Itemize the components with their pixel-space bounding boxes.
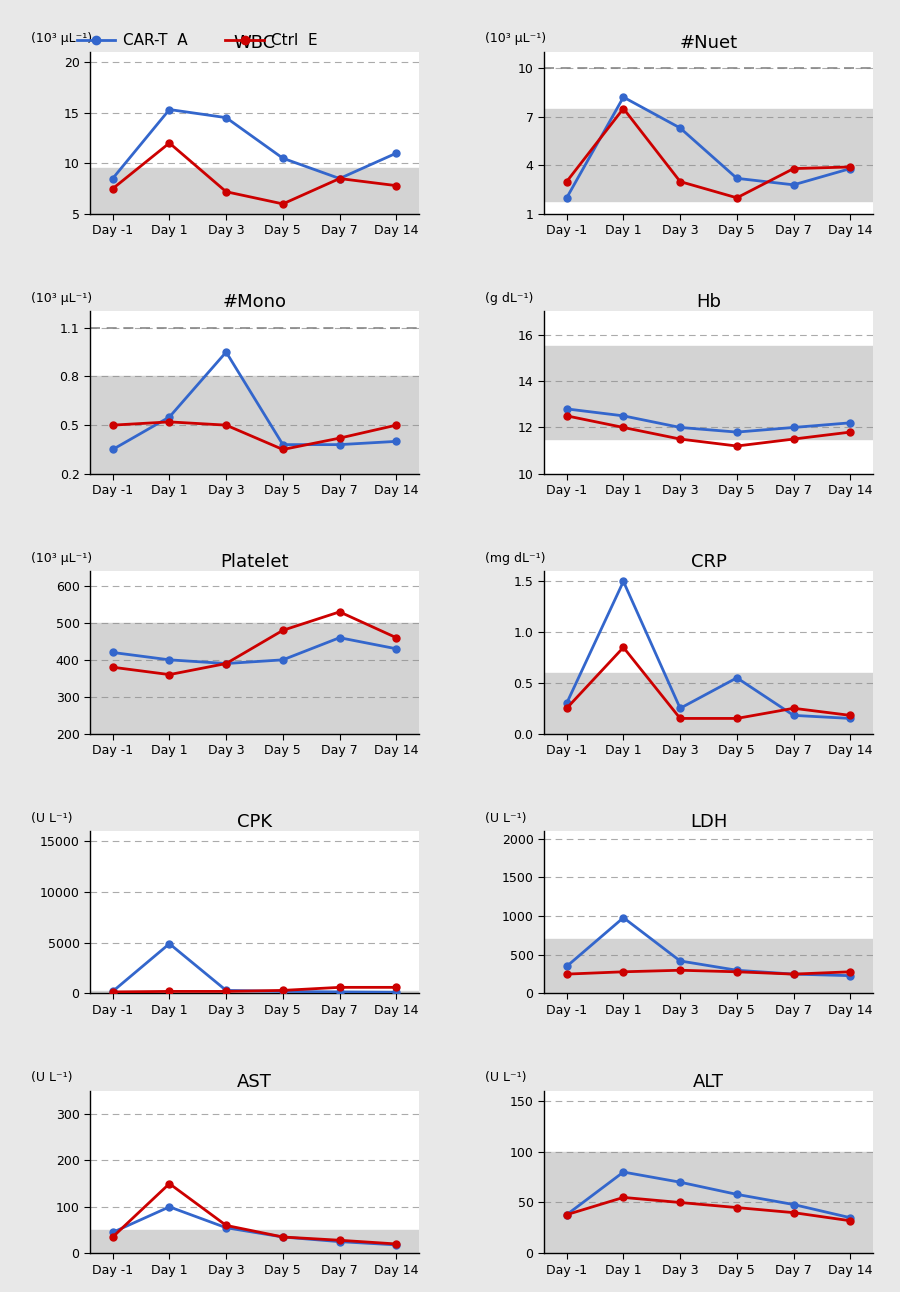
Text: (U L⁻¹): (U L⁻¹) [485,811,526,824]
Text: (10³ μL⁻¹): (10³ μL⁻¹) [31,32,92,45]
Title: AST: AST [237,1072,272,1090]
Text: (U L⁻¹): (U L⁻¹) [31,811,72,824]
Title: CRP: CRP [690,553,726,571]
Title: Hb: Hb [696,293,721,311]
Bar [90,1230,419,1253]
Title: ALT: ALT [693,1072,724,1090]
Title: #Mono: #Mono [222,293,286,311]
Bar [544,673,873,734]
Text: (10³ μL⁻¹): (10³ μL⁻¹) [31,552,92,565]
Title: LDH: LDH [689,813,727,831]
Text: (mg dL⁻¹): (mg dL⁻¹) [485,552,545,565]
Text: (10³ μL⁻¹): (10³ μL⁻¹) [485,32,546,45]
Title: Platelet: Platelet [220,553,289,571]
Bar [544,346,873,439]
Text: (U L⁻¹): (U L⁻¹) [485,1071,526,1084]
Text: (10³ μL⁻¹): (10³ μL⁻¹) [31,292,92,305]
Text: (U L⁻¹): (U L⁻¹) [31,1071,72,1084]
Title: WBC: WBC [233,34,275,52]
Bar [544,939,873,994]
Bar [90,991,419,994]
Bar [544,109,873,202]
Bar [90,168,419,214]
Bar [544,1151,873,1253]
Title: CPK: CPK [237,813,272,831]
Title: #Nuet: #Nuet [680,34,738,52]
Text: (g dL⁻¹): (g dL⁻¹) [485,292,533,305]
Bar [90,623,419,734]
Bar [90,376,419,474]
Legend: CAR-T  A, Ctrl  E: CAR-T A, Ctrl E [70,27,324,54]
